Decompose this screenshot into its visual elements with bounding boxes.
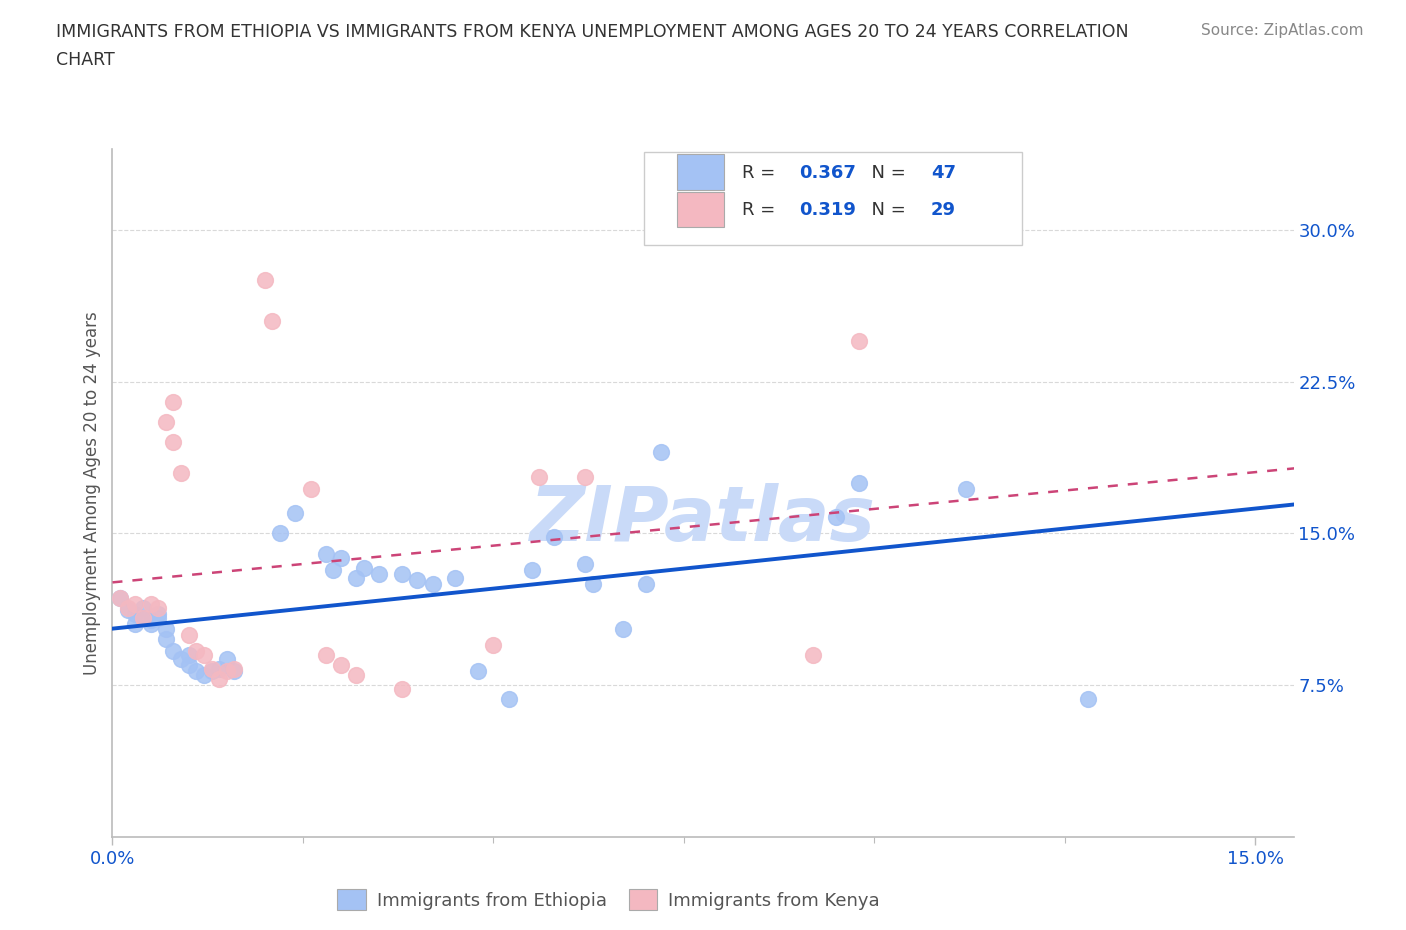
Point xyxy=(253,272,276,287)
Point xyxy=(139,617,162,631)
Point xyxy=(574,556,596,571)
Point xyxy=(162,394,184,409)
Point xyxy=(200,661,222,676)
Point xyxy=(848,475,870,490)
Point xyxy=(208,661,231,676)
Point xyxy=(422,577,444,591)
Legend: Immigrants from Ethiopia, Immigrants from Kenya: Immigrants from Ethiopia, Immigrants fro… xyxy=(330,883,887,917)
Point xyxy=(132,601,155,616)
Text: IMMIGRANTS FROM ETHIOPIA VS IMMIGRANTS FROM KENYA UNEMPLOYMENT AMONG AGES 20 TO : IMMIGRANTS FROM ETHIOPIA VS IMMIGRANTS F… xyxy=(56,23,1129,41)
Point xyxy=(139,613,162,628)
Text: R =: R = xyxy=(742,164,780,182)
Point xyxy=(344,668,367,683)
Point xyxy=(612,621,634,636)
Point xyxy=(634,577,657,591)
Point xyxy=(262,313,284,328)
Point xyxy=(162,435,184,450)
Text: 47: 47 xyxy=(931,164,956,182)
Point xyxy=(224,661,246,676)
Point xyxy=(186,644,208,658)
Point xyxy=(177,627,200,642)
Point xyxy=(139,597,162,612)
Y-axis label: Unemployment Among Ages 20 to 24 years: Unemployment Among Ages 20 to 24 years xyxy=(83,311,101,675)
Point xyxy=(162,644,184,658)
Text: N =: N = xyxy=(860,201,911,219)
Point xyxy=(148,607,170,622)
Text: N =: N = xyxy=(860,164,911,182)
Point xyxy=(177,658,200,672)
Point xyxy=(200,664,222,679)
Point xyxy=(848,334,870,349)
Point xyxy=(482,637,505,652)
Point xyxy=(155,621,177,636)
Point xyxy=(208,671,231,686)
Point xyxy=(193,647,215,662)
Point xyxy=(344,570,367,585)
Text: ZIPatlas: ZIPatlas xyxy=(530,484,876,557)
Point xyxy=(132,611,155,626)
Text: CHART: CHART xyxy=(56,51,115,69)
Point xyxy=(124,597,146,612)
Point xyxy=(498,692,520,707)
Point xyxy=(315,647,337,662)
Point xyxy=(132,611,155,626)
Point xyxy=(581,577,603,591)
Text: 0.367: 0.367 xyxy=(799,164,855,182)
Point xyxy=(467,664,489,679)
Point xyxy=(299,482,322,497)
Point xyxy=(108,591,131,605)
Point xyxy=(330,658,353,672)
Point xyxy=(148,601,170,616)
Text: 0.319: 0.319 xyxy=(799,201,855,219)
Point xyxy=(574,470,596,485)
Point xyxy=(193,668,215,683)
Point xyxy=(155,631,177,646)
Text: 29: 29 xyxy=(931,201,956,219)
FancyBboxPatch shape xyxy=(644,153,1022,246)
Point xyxy=(170,651,193,666)
FancyBboxPatch shape xyxy=(678,192,724,228)
Point xyxy=(444,570,467,585)
Point xyxy=(148,611,170,626)
Point xyxy=(406,573,429,588)
Point xyxy=(124,607,146,622)
Point xyxy=(177,647,200,662)
Point xyxy=(391,566,413,581)
Point xyxy=(543,530,565,545)
Point xyxy=(803,647,825,662)
Point xyxy=(124,617,146,631)
Point xyxy=(224,664,246,679)
Point xyxy=(650,445,672,459)
Point xyxy=(368,566,391,581)
Point xyxy=(315,546,337,561)
Point xyxy=(215,651,238,666)
Point xyxy=(391,682,413,697)
Text: R =: R = xyxy=(742,201,780,219)
FancyBboxPatch shape xyxy=(678,154,724,191)
Point xyxy=(186,664,208,679)
Point xyxy=(825,510,848,525)
Point xyxy=(170,465,193,480)
Point xyxy=(527,470,550,485)
Point xyxy=(955,482,977,497)
Point xyxy=(284,506,307,521)
Point xyxy=(353,561,375,576)
Point xyxy=(330,551,353,565)
Point xyxy=(108,591,131,605)
Point xyxy=(215,664,238,679)
Point xyxy=(520,563,543,578)
Text: Source: ZipAtlas.com: Source: ZipAtlas.com xyxy=(1201,23,1364,38)
Point xyxy=(117,603,139,618)
Point xyxy=(155,415,177,430)
Point xyxy=(322,563,344,578)
Point xyxy=(269,526,291,541)
Point xyxy=(117,601,139,616)
Point xyxy=(1077,692,1099,707)
